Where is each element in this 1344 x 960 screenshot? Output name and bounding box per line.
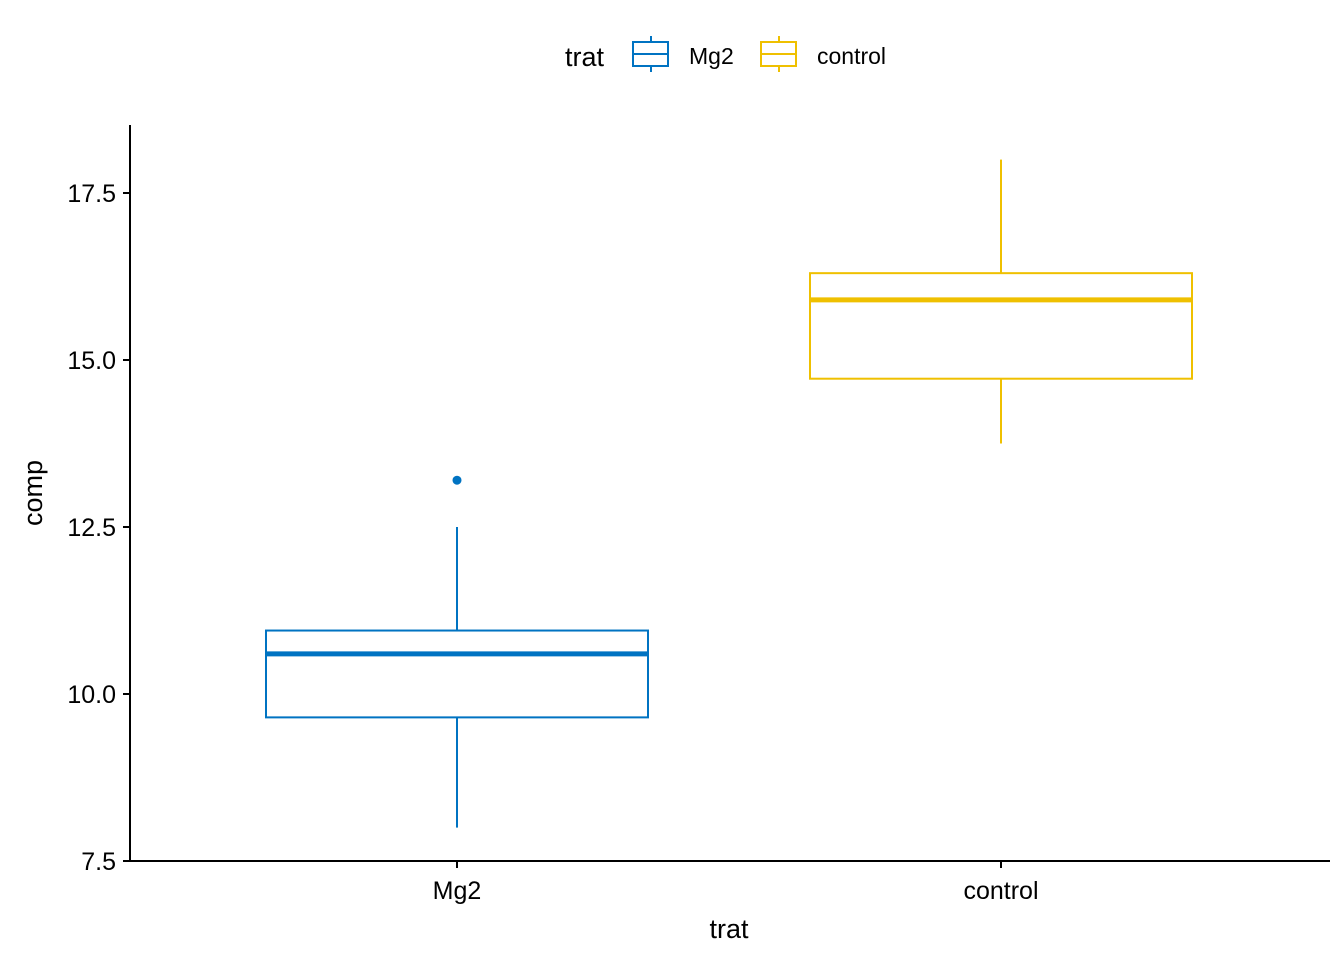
legend-label: Mg2 [689,43,734,69]
y-tick-label: 12.5 [67,514,116,542]
x-tick-label: Mg2 [433,877,482,905]
box-control [809,159,1193,444]
outlier-point [452,475,462,485]
x-tick-label: control [963,877,1038,905]
legend-label: control [817,43,886,69]
y-tick-label: 15.0 [67,347,116,375]
y-tick-label: 10.0 [67,681,116,709]
legend-title: trat [565,42,605,72]
legend-item-mg2: Mg2 [632,36,734,72]
box-iqr [809,272,1193,380]
x-axis-title: trat [709,914,749,944]
y-tick-label: 7.5 [81,848,116,876]
legend-item-control: control [760,36,886,72]
box-iqr [265,629,649,719]
box-mg2 [265,475,649,828]
y-tick-label: 17.5 [67,180,116,208]
y-axis-title: comp [18,460,48,526]
legend: trat Mg2 control [565,36,886,72]
